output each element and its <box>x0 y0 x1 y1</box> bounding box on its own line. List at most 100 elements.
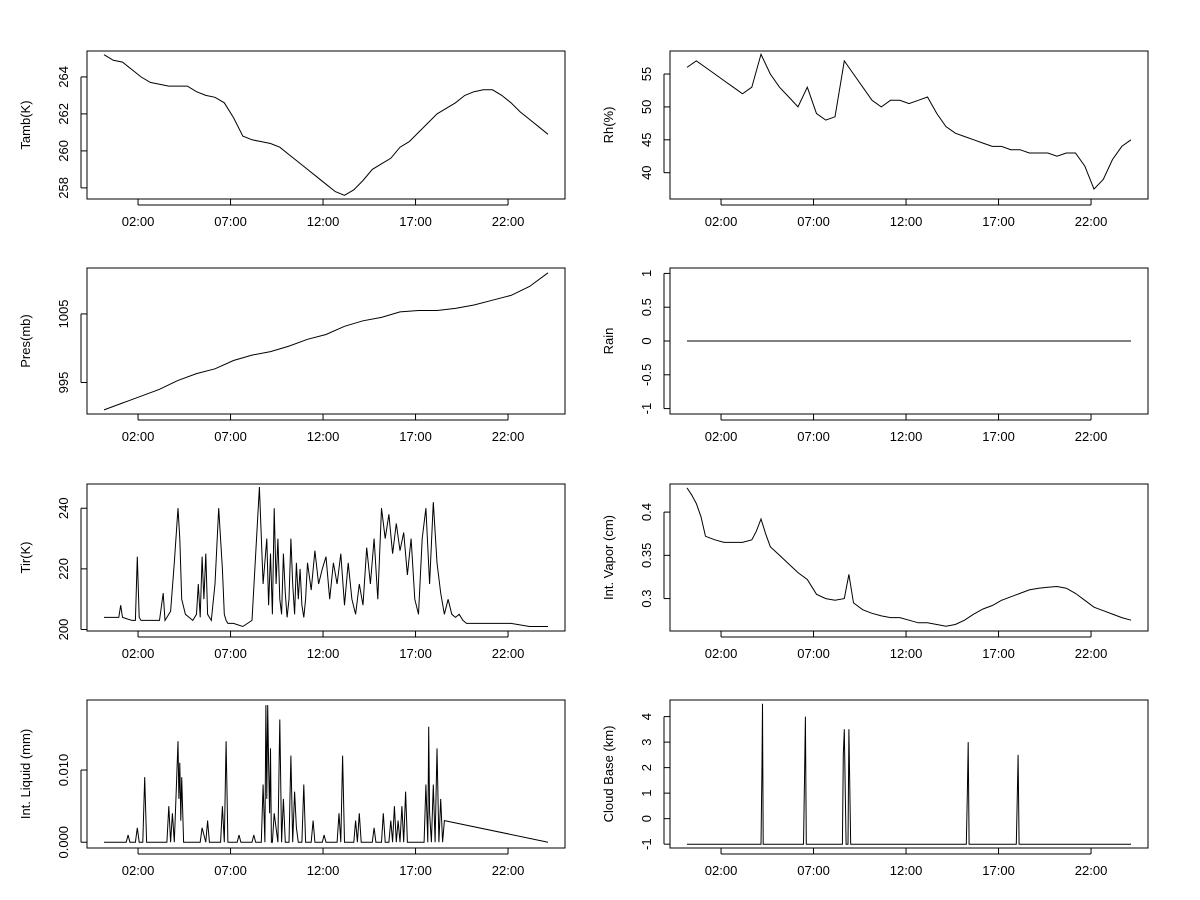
x-tick-label: 07:00 <box>797 646 830 661</box>
x-tick-label: 02:00 <box>122 214 155 229</box>
y-tick-label: 0.5 <box>639 298 654 316</box>
series-line-1 <box>687 703 1131 845</box>
x-tick-label: 17:00 <box>399 214 432 229</box>
y-axis-title: Tamb(K) <box>18 100 33 149</box>
x-tick-label: 07:00 <box>797 429 830 444</box>
x-tick-label: 02:00 <box>705 429 738 444</box>
panel-7: 02:00 07:00 12:00 17:00 22:00 0.000 0.010 Int. … <box>18 699 566 878</box>
x-tick-label: 07:00 <box>214 863 247 878</box>
series-line-1 <box>686 487 1132 627</box>
series-line-1 <box>104 486 548 628</box>
y-tick-label: 262 <box>56 103 71 125</box>
x-tick-label: 22:00 <box>492 214 525 229</box>
series-line-1 <box>686 52 1132 191</box>
y-tick-label: 1005 <box>56 299 71 328</box>
y-tick-label: 1 <box>639 270 654 277</box>
y-tick-label: 0.010 <box>56 754 71 787</box>
x-tick-label: 02:00 <box>122 646 155 661</box>
panel-2: 02:00 07:00 12:00 17:00 22:00 40 45 50 55 Rh(%) <box>601 50 1149 229</box>
y-axis-title: Pres(mb) <box>18 314 33 367</box>
y-tick-label: 0.4 <box>639 503 654 521</box>
x-tick-label: 02:00 <box>122 429 155 444</box>
panel-8: 02:00 07:00 12:00 17:00 22:00 -1 0 1 2 3 4 Cloud Ba… <box>601 699 1149 878</box>
x-tick-label: 22:00 <box>1075 214 1108 229</box>
y-tick-label: 0.000 <box>56 826 71 859</box>
x-tick-label: 12:00 <box>890 646 923 661</box>
plot-frame <box>86 483 566 632</box>
x-tick-label: 12:00 <box>307 429 340 444</box>
panel-6: 02:00 07:00 12:00 17:00 22:00 0.3 0.35 0.4 Int. … <box>601 483 1149 661</box>
x-tick-label: 12:00 <box>307 214 340 229</box>
x-tick-label: 02:00 <box>122 863 155 878</box>
y-tick-label: 240 <box>56 497 71 519</box>
x-tick-label: 07:00 <box>214 646 247 661</box>
x-tick-label: 17:00 <box>399 863 432 878</box>
y-axis-title: Int. Vapor (cm) <box>601 515 616 600</box>
x-tick-label: 12:00 <box>307 646 340 661</box>
x-tick-label: 17:00 <box>982 214 1015 229</box>
y-tick-label: 4 <box>639 713 654 720</box>
series-line-1 <box>103 54 549 196</box>
panel-4: 02:00 07:00 12:00 17:00 22:00 -1 -0.5 0 0.5 1 Rain <box>601 267 1149 444</box>
y-tick-label: 260 <box>56 140 71 162</box>
y-tick-label: 264 <box>56 66 71 88</box>
plot-frame <box>86 267 566 415</box>
panel-3: 02:00 07:00 12:00 17:00 22:00 995 1005 Pres(mb) <box>18 267 566 444</box>
x-tick-label: 22:00 <box>492 429 525 444</box>
y-tick-label: 50 <box>639 100 654 114</box>
y-tick-label: 45 <box>639 133 654 147</box>
series-line-1 <box>104 705 549 843</box>
y-tick-label: 3 <box>639 738 654 745</box>
panel-5: 02:00 07:00 12:00 17:00 22:00 200 220 240 Tir(K) <box>18 483 566 661</box>
y-tick-label: 0.3 <box>639 590 654 608</box>
plot-frame <box>669 699 1149 849</box>
x-tick-label: 07:00 <box>797 863 830 878</box>
y-tick-label: 220 <box>56 558 71 580</box>
y-axis-title: Rain <box>601 328 616 355</box>
x-tick-label: 02:00 <box>705 863 738 878</box>
y-tick-label: 995 <box>56 372 71 394</box>
x-tick-label: 17:00 <box>982 429 1015 444</box>
x-tick-label: 22:00 <box>1075 429 1108 444</box>
x-tick-label: 07:00 <box>214 429 247 444</box>
series-line-1 <box>103 272 549 411</box>
panel-1: 02:00 07:00 12:00 17:00 22:00 258 260 262 264 Tam… <box>18 50 566 229</box>
plot-frame <box>86 699 566 849</box>
x-tick-label: 02:00 <box>705 214 738 229</box>
x-tick-label: 07:00 <box>214 214 247 229</box>
x-tick-label: 17:00 <box>399 646 432 661</box>
y-tick-label: 1 <box>639 790 654 797</box>
x-tick-label: 07:00 <box>797 214 830 229</box>
x-tick-label: 12:00 <box>890 429 923 444</box>
y-tick-label: -1 <box>639 838 654 850</box>
y-tick-label: 40 <box>639 165 654 179</box>
y-axis-title: Tir(K) <box>18 541 33 573</box>
x-tick-label: 22:00 <box>492 863 525 878</box>
y-tick-label: -1 <box>639 403 654 415</box>
y-axis-title: Int. Liquid (mm) <box>18 729 33 819</box>
y-tick-label: 258 <box>56 177 71 199</box>
y-tick-label: 0 <box>639 815 654 822</box>
y-axis-title: Rh(%) <box>601 107 616 144</box>
y-tick-label: 0 <box>639 337 654 344</box>
x-tick-label: 17:00 <box>399 429 432 444</box>
x-tick-label: 22:00 <box>1075 646 1108 661</box>
x-tick-label: 22:00 <box>1075 863 1108 878</box>
y-tick-label: 200 <box>56 619 71 641</box>
y-tick-label: 55 <box>639 67 654 81</box>
y-axis-title: Cloud Base (km) <box>601 726 616 823</box>
x-tick-label: 17:00 <box>982 863 1015 878</box>
y-tick-label: -0.5 <box>639 364 654 386</box>
plot-frame <box>86 50 566 200</box>
x-tick-label: 12:00 <box>307 863 340 878</box>
x-tick-label: 17:00 <box>982 646 1015 661</box>
x-tick-label: 22:00 <box>492 646 525 661</box>
x-tick-label: 12:00 <box>890 214 923 229</box>
x-tick-label: 12:00 <box>890 863 923 878</box>
plot-frame <box>669 50 1149 200</box>
plot-frame <box>669 483 1149 632</box>
y-tick-label: 0.35 <box>639 543 654 568</box>
y-tick-label: 2 <box>639 764 654 771</box>
x-tick-label: 02:00 <box>705 646 738 661</box>
